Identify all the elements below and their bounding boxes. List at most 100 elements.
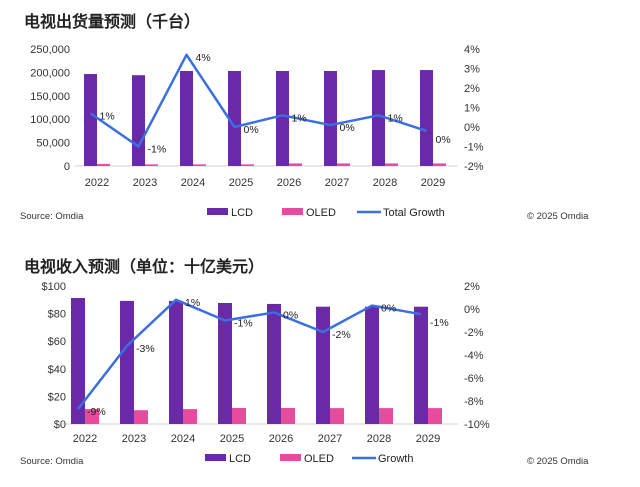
growth-data-label: 1% [292, 112, 307, 124]
growth-data-label: 4% [196, 52, 211, 64]
y2-tick-label: -8% [464, 396, 484, 408]
bar-oled [379, 408, 393, 424]
bar-oled [193, 164, 206, 166]
bar-oled [330, 408, 344, 424]
bar-oled [241, 164, 254, 166]
growth-line [89, 53, 427, 148]
bar-oled [183, 409, 197, 424]
y-tick-label: 50,000 [36, 138, 70, 150]
x-tick-label: 2024 [181, 177, 205, 189]
bar-lcd [316, 306, 330, 424]
x-tick-label: 2025 [220, 433, 244, 445]
y2-tick-label: -1% [464, 142, 484, 154]
x-tick-label: 2026 [277, 177, 301, 189]
bar-lcd [420, 70, 433, 166]
y-tick-label: 250,000 [30, 44, 70, 56]
bar-oled [281, 407, 295, 424]
x-tick-label: 2029 [421, 177, 445, 189]
bar-lcd [132, 75, 145, 166]
y2-tick-label: 0% [464, 122, 480, 134]
y2-tick-label: -4% [464, 350, 484, 362]
legend-swatch-oled [282, 208, 303, 215]
y2-tick-label: -10% [464, 419, 490, 431]
growth-data-label: -3% [136, 343, 155, 355]
growth-data-label: 0% [436, 134, 451, 146]
x-tick-label: 2027 [318, 433, 342, 445]
bar-oled [289, 163, 302, 166]
x-tick-label: 2024 [171, 433, 195, 445]
legend-label-lcd: LCD [231, 207, 253, 219]
bar-oled [145, 164, 158, 166]
y-tick-label: $40 [48, 364, 66, 376]
x-tick-label: 2029 [416, 433, 440, 445]
legend-label-growth: Total Growth [383, 207, 445, 219]
y2-tick-label: 4% [464, 44, 480, 56]
bar-oled [385, 163, 398, 166]
y2-tick-label: 1% [464, 103, 480, 115]
growth-data-label: 0% [283, 309, 298, 321]
bar-oled [134, 410, 148, 424]
bar-lcd [84, 74, 97, 166]
growth-data-label: 0% [381, 303, 396, 315]
growth-data-label: 0% [340, 122, 355, 134]
bar-lcd [180, 70, 193, 166]
growth-data-label: -9% [87, 406, 106, 418]
y2-tick-label: -6% [464, 373, 484, 385]
growth-data-label: -2% [332, 329, 351, 341]
bar-lcd [414, 306, 428, 424]
source-note: Source: Omdia [20, 456, 84, 467]
y-tick-label: 0 [64, 161, 70, 173]
bar-oled [97, 163, 110, 166]
y2-tick-label: 2% [464, 83, 480, 95]
bar-lcd [365, 306, 379, 424]
y-tick-label: $20 [48, 391, 66, 403]
bar-lcd [324, 70, 337, 166]
legend-swatch-lcd [207, 208, 228, 215]
legend-label-oled: OLED [304, 453, 334, 465]
x-tick-label: 2027 [325, 177, 349, 189]
bar-lcd [71, 298, 85, 424]
bar-lcd [276, 70, 289, 166]
x-tick-label: 2025 [229, 177, 253, 189]
y2-tick-label: 3% [464, 64, 480, 76]
y-tick-label: 100,000 [30, 114, 70, 126]
y2-tick-label: 0% [464, 304, 480, 316]
y-tick-label: 200,000 [30, 67, 70, 79]
legend-swatch-oled [280, 454, 301, 461]
y2-tick-label: -2% [464, 161, 484, 173]
bar-lcd [169, 300, 183, 424]
chart-title-shipments: 电视出货量预测（千台） [24, 12, 201, 31]
bar-oled [232, 407, 246, 424]
bar-oled [85, 409, 99, 424]
bar-lcd [267, 303, 281, 424]
growth-data-label: 0% [244, 124, 259, 136]
growth-line [77, 298, 422, 410]
bar-lcd [372, 70, 385, 166]
legend-swatch-lcd [205, 454, 226, 461]
bar-oled [428, 408, 442, 424]
bar-lcd [228, 70, 241, 166]
y-tick-label: $0 [54, 419, 66, 431]
growth-data-label: 1% [388, 112, 403, 124]
y-tick-label: $100 [42, 281, 66, 293]
source-note: Source: Omdia [20, 211, 84, 222]
y-tick-label: $80 [48, 309, 66, 321]
y-tick-label: $60 [48, 336, 66, 348]
bar-lcd [218, 302, 232, 424]
x-tick-label: 2028 [373, 177, 397, 189]
legend-label-lcd: LCD [229, 453, 251, 465]
legend-label-growth: Growth [378, 453, 413, 465]
y2-tick-label: 2% [464, 281, 480, 293]
y-tick-label: 150,000 [30, 91, 70, 103]
x-tick-label: 2028 [367, 433, 391, 445]
x-tick-label: 2026 [269, 433, 293, 445]
growth-data-label: -1% [234, 318, 253, 330]
growth-data-label: -1% [148, 144, 167, 156]
x-tick-label: 2023 [122, 433, 146, 445]
x-tick-label: 2022 [85, 177, 109, 189]
copyright-note: © 2025 Omdia [527, 211, 589, 222]
legend-label-oled: OLED [306, 207, 336, 219]
bar-oled [433, 163, 446, 166]
